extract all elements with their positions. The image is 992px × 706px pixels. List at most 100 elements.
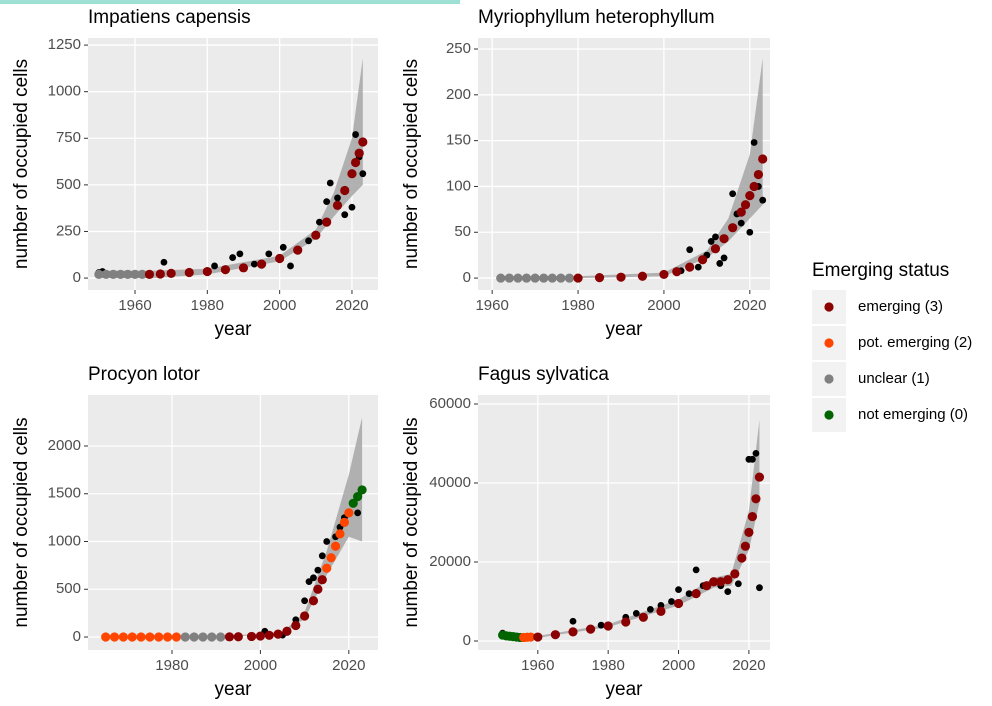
x-tick-label: 1960 [118,297,151,314]
y-tick-label: 1500 [48,485,81,502]
fitted-point [659,269,669,280]
observed-point [341,211,349,219]
x-tick-label: 2000 [263,297,296,314]
fitted-point [335,529,345,539]
x-tick-label: 2020 [332,657,365,674]
fitted-point [556,273,566,283]
observed-point [287,262,294,270]
fitted-point [573,273,583,283]
fitted-point [719,234,729,244]
fitted-point [145,632,155,642]
observed-point [646,605,654,613]
y-tick-label: 2000 [48,437,81,454]
y-axis-title: number of occupied cells [11,59,32,269]
observed-point [279,243,287,251]
legend-swatch [824,410,834,420]
y-axis-title: number of occupied cells [401,417,422,627]
fitted-point [672,267,682,277]
fitted-point [162,632,173,642]
fitted-point [202,266,212,277]
x-axis-title: year [606,319,644,340]
legend-label: not emerging (0) [858,406,968,423]
y-tick-label: 1000 [48,532,81,549]
observed-point [632,609,640,617]
observed-point [694,263,702,271]
fitted-point [616,272,626,282]
fitted-point [526,632,536,642]
observed-point [668,598,675,605]
y-tick-label: 250 [56,222,81,239]
plot-area [496,58,768,283]
fitted-point [189,632,199,642]
y-tick-label: 1000 [48,83,81,100]
observed-point [359,170,367,178]
observed-point [597,621,605,629]
observed-point [737,219,745,227]
fitted-point [564,273,575,283]
y-tick-label: 40000 [429,474,471,491]
observed-point [236,250,244,258]
observed-point [326,179,334,187]
legend-swatch [824,338,834,348]
fitted-point [621,617,631,627]
y-tick-label: 500 [56,176,81,193]
fitted-point [504,273,514,283]
observed-point [720,254,728,262]
y-tick-label: 1250 [48,36,81,53]
legend-swatch [824,374,834,384]
observed-point [569,617,577,625]
fitted-point [273,629,283,639]
legend: Emerging status emerging (3) pot. emerging… [812,260,972,432]
legend-label: unclear (1) [858,370,930,387]
fitted-point [353,492,363,502]
fitted-point [585,624,596,634]
fitted-point [216,632,226,642]
legend-label: emerging (3) [858,298,943,315]
observed-point [160,258,168,266]
x-tick-label: 2020 [732,657,765,674]
y-tick-label: 0 [73,628,81,645]
fitted-point [521,273,532,283]
y-tick-label: 20000 [429,553,471,570]
observed-point [250,260,258,268]
observed-point [318,552,326,560]
fitted-point [751,494,761,504]
fitted-point [753,169,764,180]
fitted-point [358,137,368,147]
fitted-point [728,223,738,233]
y-tick-label: 500 [56,580,81,597]
y-axis-title: number of occupied cells [11,417,32,627]
fitted-point [332,200,343,210]
observed-point [729,190,737,198]
panel: 1980 2000 2020 0 500 1000 1500 2000 Procyon loto… [11,364,378,700]
panel: 1960 1980 2000 2020 0 50 100 150 200 250 Myriophyl… [401,7,770,340]
fitted-point [745,191,755,201]
x-axis-title: year [215,319,253,340]
fitted-point [539,273,549,283]
x-tick-label: 2020 [335,297,368,314]
legend-title: Emerging status [812,260,949,281]
fitted-point [749,181,759,192]
fitted-point [293,245,303,255]
x-tick-label: 2000 [647,297,680,314]
fitted-point [638,612,648,622]
observed-point [759,196,767,204]
chart-title: Fagus sylvatica [478,364,609,385]
fitted-point [530,273,540,283]
fitted-point [322,563,332,573]
y-tick-label: 750 [56,129,81,146]
fitted-point [723,575,733,585]
observed-point [749,455,756,463]
fitted-point [220,265,231,275]
fitted-point [166,268,176,279]
x-tick-label: 1960 [475,297,508,314]
fitted-point [736,207,746,217]
y-tick-label: 250 [446,40,471,57]
fitted-point [308,596,319,606]
observed-point [712,233,719,241]
x-tick-label: 1980 [561,297,594,314]
fitted-point [339,517,350,528]
fitted-point [347,169,357,179]
fitted-point [123,269,133,279]
